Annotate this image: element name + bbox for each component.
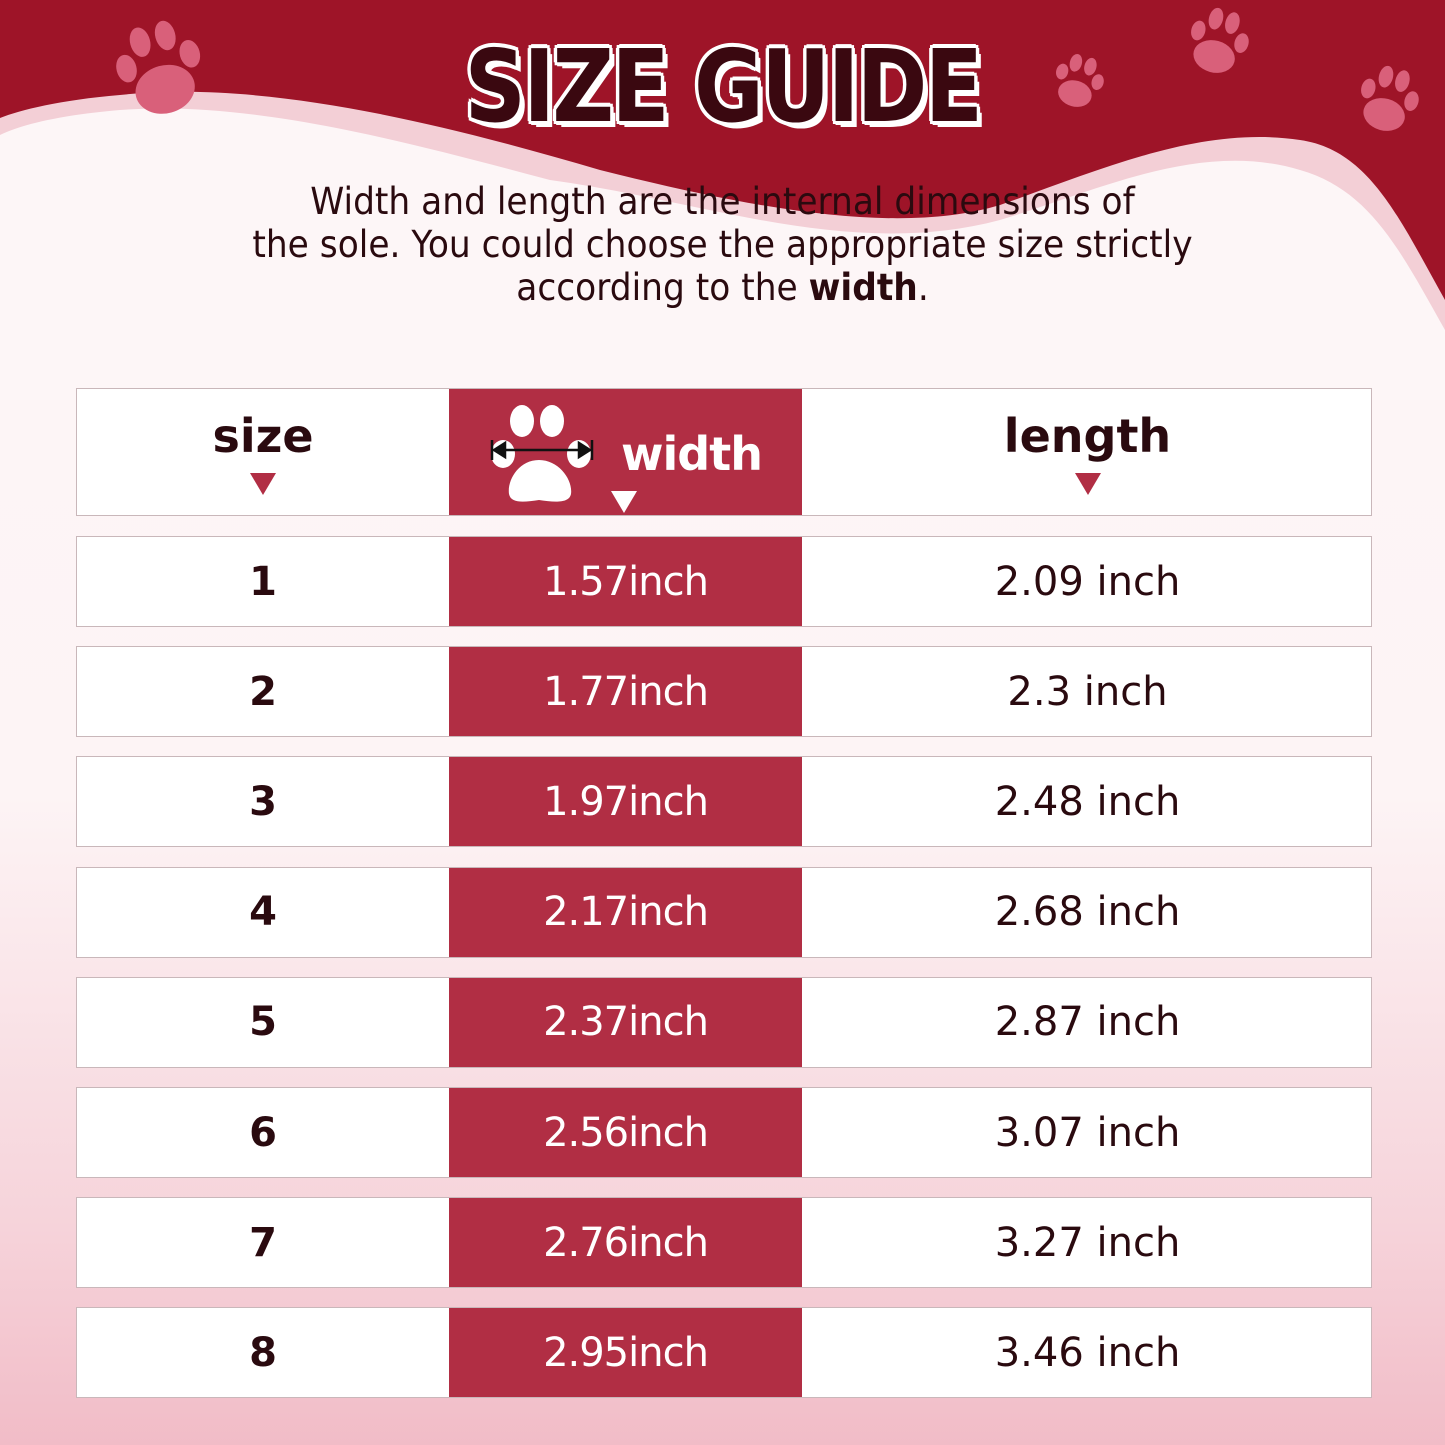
cell-size: 6 bbox=[249, 1109, 277, 1156]
triangle-down-icon bbox=[1074, 473, 1101, 495]
cell-size: 4 bbox=[249, 889, 277, 936]
cell-width: 2.17inch bbox=[449, 867, 802, 957]
cell-size: 3 bbox=[249, 778, 277, 825]
cell-width: 2.56inch bbox=[449, 1088, 802, 1177]
table-row: 5 2.37inch 2.87 inch bbox=[76, 976, 1372, 1068]
cell-size: 1 bbox=[249, 558, 277, 605]
cell-width: 1.57inch bbox=[449, 537, 802, 626]
table-row: 1 1.57inch 2.09 inch bbox=[76, 536, 1372, 627]
cell-size: 2 bbox=[249, 668, 277, 715]
cell-length: 3.07 inch bbox=[994, 1109, 1181, 1156]
intro-line-2: the sole. You could choose the appropria… bbox=[252, 223, 1193, 266]
cell-size: 8 bbox=[249, 1329, 277, 1376]
intro-line-3-text: according to the bbox=[516, 266, 809, 309]
table-row: 7 2.76inch 3.27 inch bbox=[76, 1197, 1372, 1289]
table-header: size width length bbox=[76, 388, 1372, 516]
cell-length: 2.48 inch bbox=[994, 778, 1181, 825]
header-width: width bbox=[449, 389, 802, 515]
cell-length: 2.87 inch bbox=[994, 999, 1181, 1046]
cell-length: 3.27 inch bbox=[994, 1219, 1181, 1266]
paw-width-icon bbox=[490, 405, 594, 502]
cell-width: 2.37inch bbox=[449, 977, 802, 1067]
header-length: length bbox=[802, 389, 1373, 515]
cell-length: 2.3 inch bbox=[1007, 668, 1168, 715]
triangle-down-icon bbox=[250, 473, 276, 495]
table-row: 4 2.17inch 2.68 inch bbox=[76, 866, 1372, 958]
page-title: SIZE GUIDE bbox=[464, 28, 983, 145]
cell-width: 1.97inch bbox=[449, 757, 802, 847]
cell-width: 1.77inch bbox=[449, 647, 802, 737]
cell-length: 2.09 inch bbox=[994, 558, 1181, 605]
triangle-down-icon bbox=[611, 491, 637, 513]
cell-width: 2.95inch bbox=[449, 1308, 802, 1398]
table-row: 3 1.97inch 2.48 inch bbox=[76, 756, 1372, 848]
header-width-label: width bbox=[621, 427, 763, 481]
header-background bbox=[0, 0, 1445, 400]
cell-length: 3.46 inch bbox=[994, 1329, 1181, 1376]
table-row: 2 1.77inch 2.3 inch bbox=[76, 646, 1372, 738]
intro-text: Width and length are the internal dimens… bbox=[190, 180, 1255, 309]
header-size: size bbox=[77, 389, 449, 515]
intro-line-1: Width and length are the internal dimens… bbox=[310, 180, 1135, 223]
cell-width: 2.76inch bbox=[449, 1198, 802, 1288]
table-row: 8 2.95inch 3.46 inch bbox=[76, 1307, 1372, 1399]
cell-length: 2.68 inch bbox=[994, 889, 1181, 936]
cell-size: 5 bbox=[249, 999, 277, 1046]
header-size-label: size bbox=[212, 409, 314, 463]
cell-size: 7 bbox=[249, 1219, 277, 1266]
paw-print-icon bbox=[116, 7, 1419, 131]
intro-period: . bbox=[917, 266, 929, 309]
intro-emphasis: width bbox=[808, 266, 918, 309]
header-length-label: length bbox=[1003, 409, 1172, 463]
intro-line-3: according to the width. bbox=[190, 266, 1255, 309]
table-row: 6 2.56inch 3.07 inch bbox=[76, 1087, 1372, 1178]
